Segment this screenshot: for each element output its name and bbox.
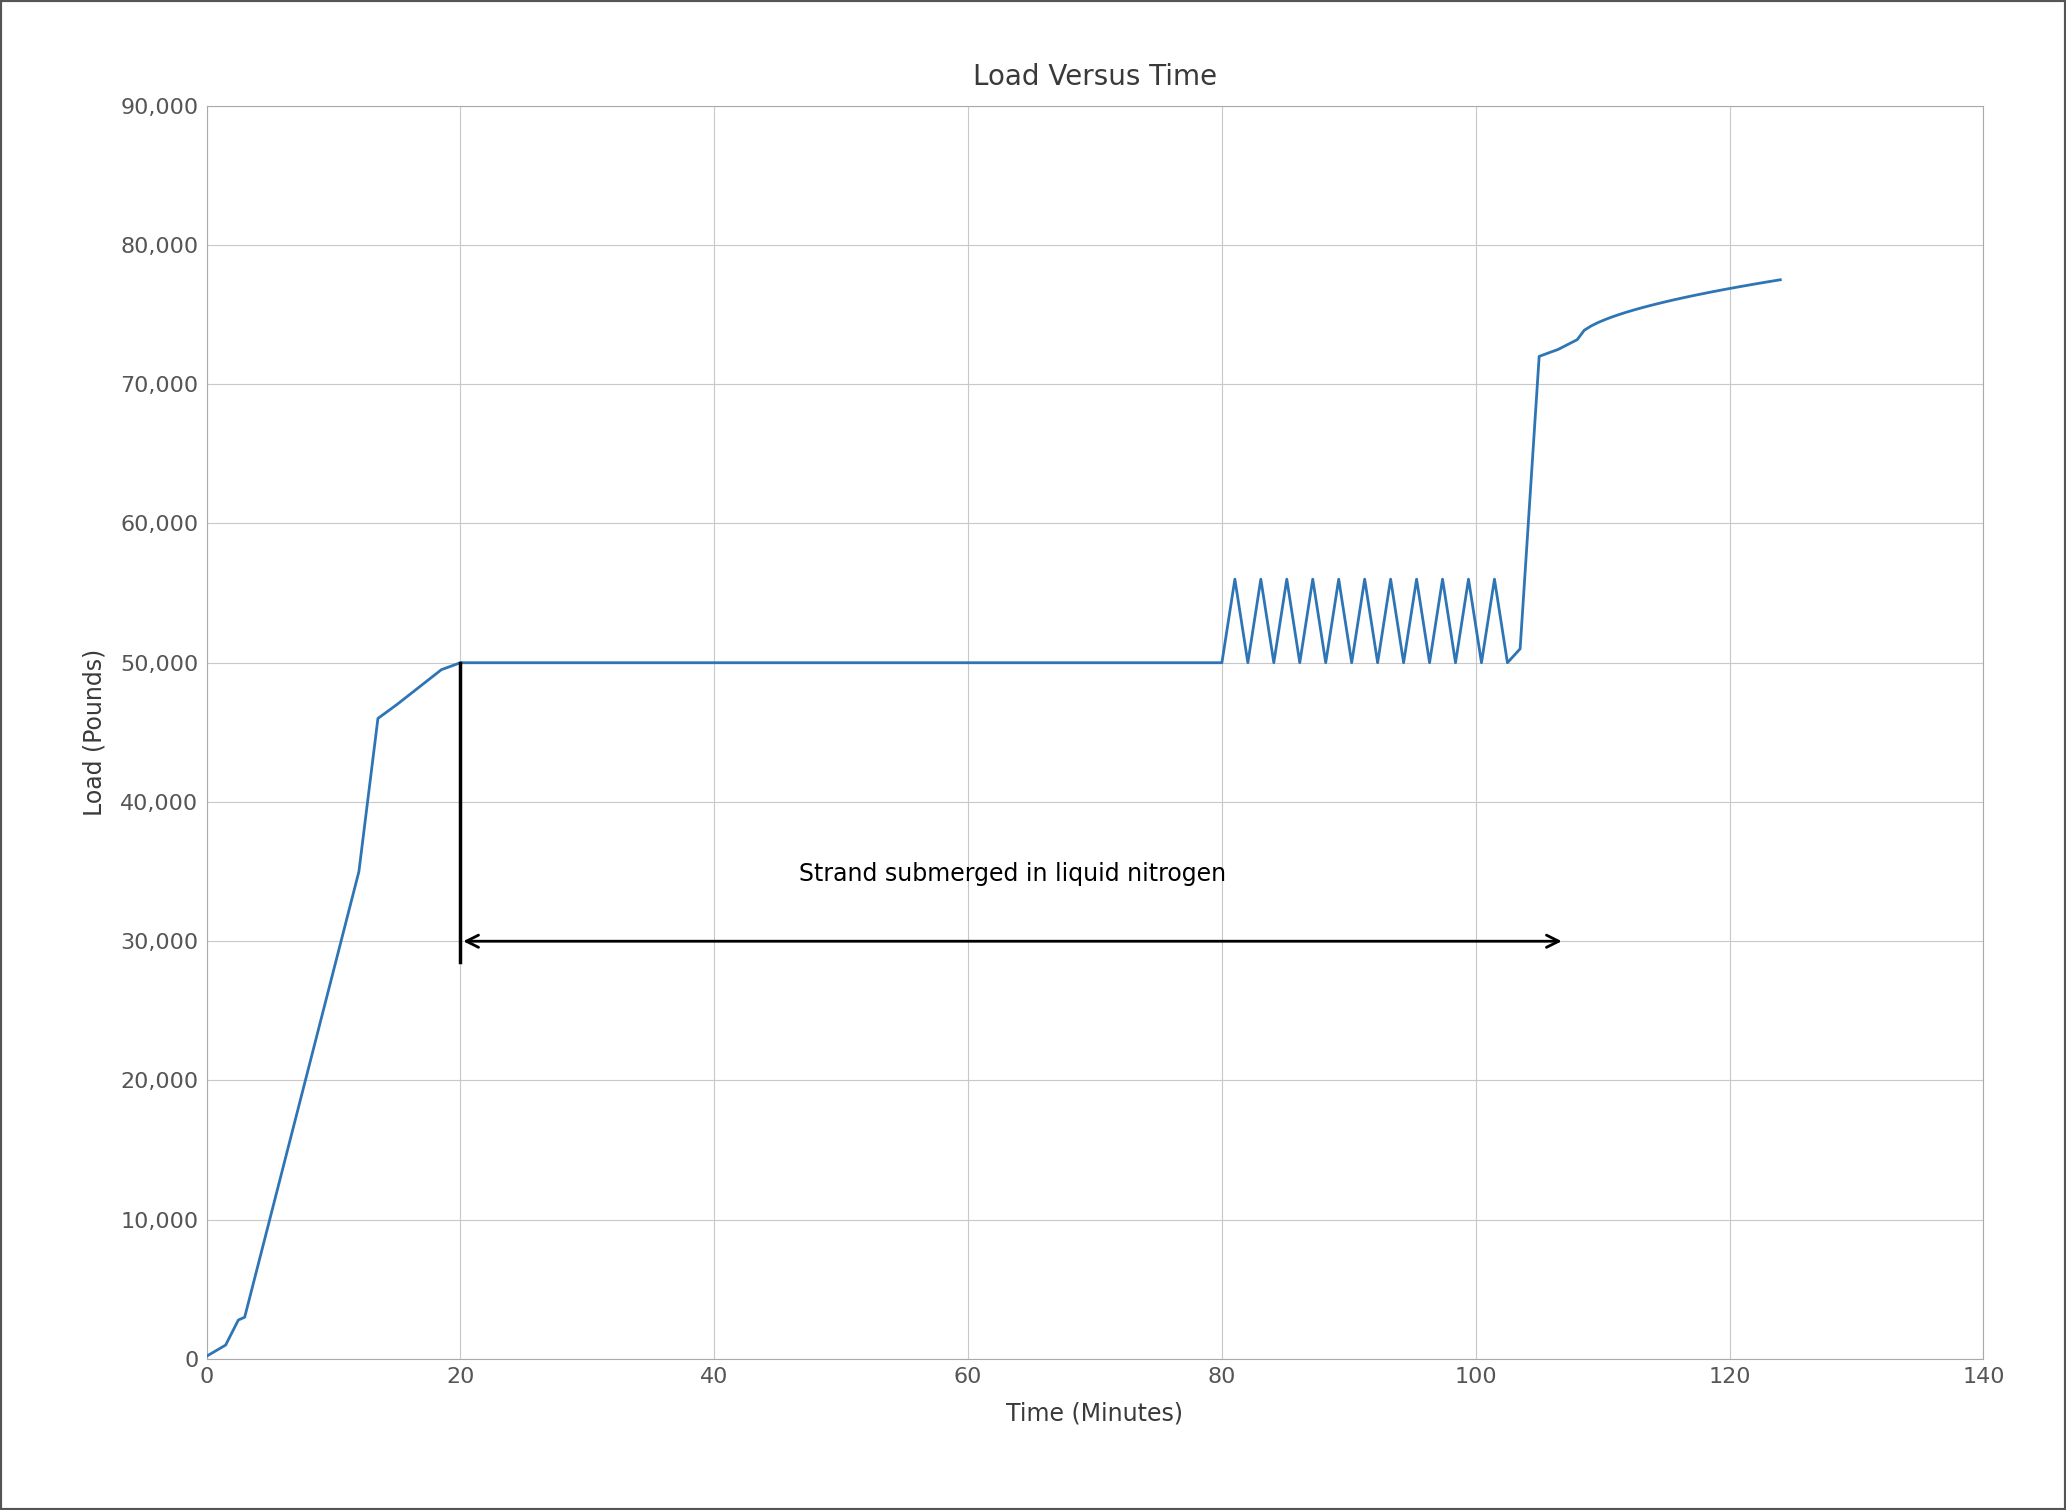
Text: Strand submerged in liquid nitrogen: Strand submerged in liquid nitrogen (800, 862, 1225, 885)
Y-axis label: Load (Pounds): Load (Pounds) (83, 649, 105, 815)
X-axis label: Time (Minutes): Time (Minutes) (1006, 1401, 1184, 1425)
Title: Load Versus Time: Load Versus Time (973, 63, 1217, 91)
